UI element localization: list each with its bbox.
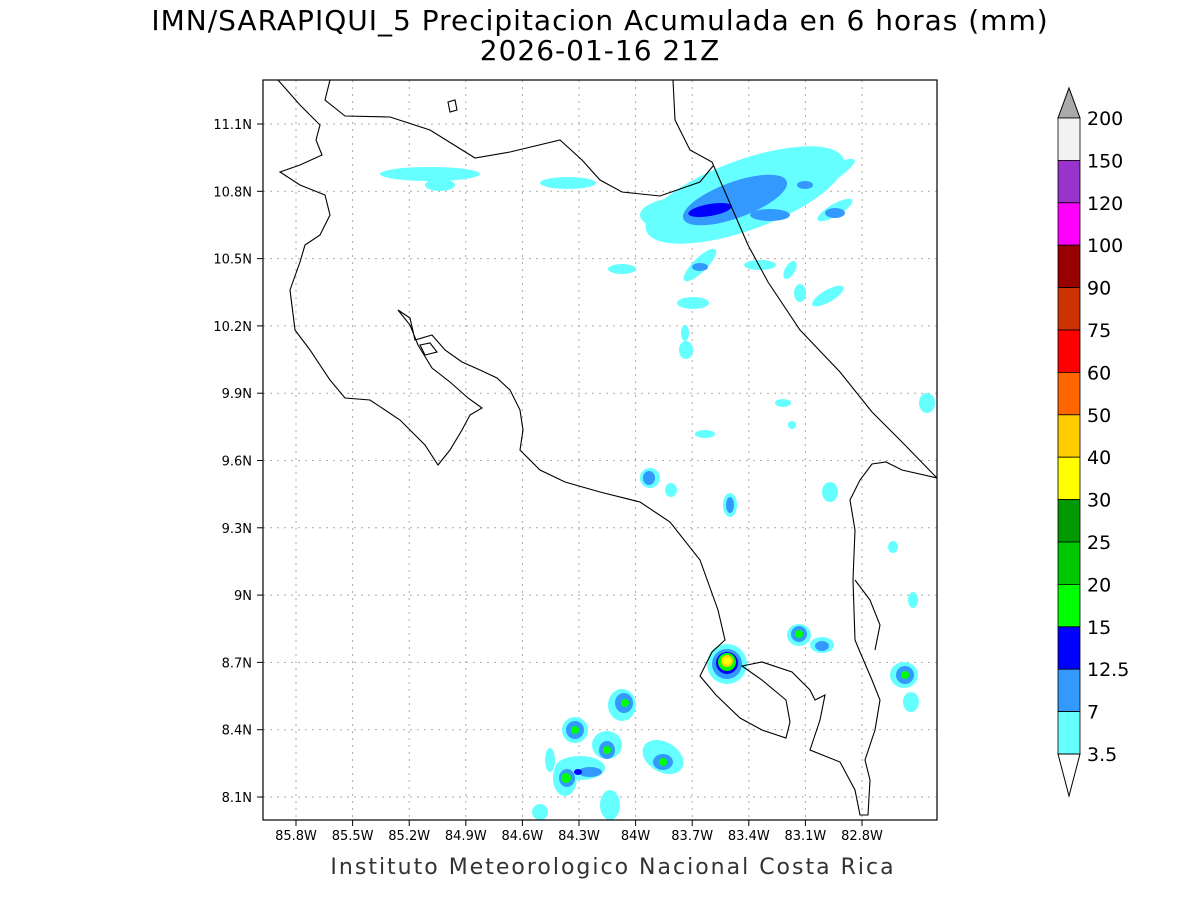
- lat-label: 9.9N: [222, 387, 252, 402]
- colorbar-swatch: [1057, 287, 1081, 331]
- colorbar-swatch: [1057, 202, 1081, 246]
- colorbar: 200 150 120 100 90 75 60 50 40 30 25 20 15 12.5 7 3.5: [1057, 86, 1129, 798]
- colorbar-swatch: [1057, 159, 1081, 204]
- colorbar-swatch: [1057, 244, 1081, 288]
- colorbar-over-arrow: [1057, 86, 1081, 119]
- lon-label: 84.6W: [501, 829, 543, 844]
- lat-label: 10.8N: [213, 185, 252, 200]
- colorbar-label: 120: [1087, 193, 1123, 215]
- colorbar-label: 12.5: [1087, 659, 1129, 681]
- lon-label: 83.1W: [784, 829, 826, 844]
- colorbar-swatch: [1057, 117, 1081, 161]
- colorbar-swatch: [1057, 668, 1081, 713]
- colorbar-label: 100: [1087, 235, 1123, 257]
- lon-label: 84.9W: [445, 829, 487, 844]
- colorbar-label: 60: [1087, 362, 1111, 384]
- colorbar-label: 3.5: [1087, 744, 1117, 766]
- colorbar-label: 20: [1087, 574, 1111, 596]
- colorbar-swatch: [1057, 414, 1081, 458]
- colorbar-swatch: [1057, 711, 1081, 755]
- coastlines: [277, 80, 937, 816]
- colorbar-swatch: [1057, 499, 1081, 543]
- lon-label: 84W: [621, 829, 651, 844]
- map-frame: [262, 79, 938, 821]
- lon-label: 82.8W: [841, 829, 883, 844]
- lon-label: 85.2W: [388, 829, 430, 844]
- colorbar-label: 50: [1087, 405, 1111, 427]
- colorbar-swatch: [1057, 584, 1081, 628]
- colorbar-swatch: [1057, 371, 1081, 416]
- lat-label: 10.5N: [213, 253, 252, 268]
- colorbar-label: 150: [1087, 150, 1123, 172]
- lon-label: 85.5W: [332, 829, 374, 844]
- lon-label: 83.4W: [728, 829, 770, 844]
- lat-label: 8.7N: [222, 656, 252, 671]
- latitude-labels: 11.1N 10.8N 10.5N 10.2N 9.9N 9.6N 9.3N 9N 8.7N 8.…: [213, 118, 252, 806]
- lon-label: 83.7W: [671, 829, 713, 844]
- lat-label: 10.2N: [213, 320, 252, 335]
- colorbar-swatch: [1057, 456, 1081, 501]
- lat-label: 9.3N: [222, 522, 252, 537]
- lat-label: 9.6N: [222, 455, 252, 470]
- colorbar-label: 30: [1087, 490, 1111, 512]
- colorbar-label: 15: [1087, 617, 1111, 639]
- footer-credit: Instituto Meteorologico Nacional Costa R…: [330, 855, 896, 880]
- lat-label: 9N: [234, 589, 252, 604]
- colorbar-swatch: [1057, 329, 1081, 373]
- lat-label: 11.1N: [213, 118, 252, 133]
- map-time: 2026-01-16 21Z: [479, 34, 721, 67]
- lon-label: 85.8W: [275, 829, 317, 844]
- colorbar-label: 25: [1087, 532, 1111, 554]
- precip-field: [380, 146, 935, 820]
- gridlines: [257, 80, 937, 826]
- colorbar-label: 200: [1087, 108, 1123, 130]
- colorbar-label: 7: [1087, 702, 1099, 724]
- colorbar-label: 90: [1087, 278, 1111, 300]
- map-title: IMN/SARAPIQUI_5 Precipitacion Acumulada …: [151, 4, 1049, 37]
- colorbar-label: 75: [1087, 320, 1111, 342]
- colorbar-swatch: [1057, 626, 1081, 670]
- colorbar-label: 40: [1087, 447, 1111, 469]
- colorbar-under-arrow: [1057, 753, 1081, 798]
- lat-label: 8.4N: [222, 724, 252, 739]
- colorbar-swatch: [1057, 541, 1081, 585]
- longitude-labels: 85.8W 85.5W 85.2W 84.9W 84.6W 84.3W 84W 83.7W 83…: [275, 829, 883, 844]
- lat-label: 8.1N: [222, 791, 252, 806]
- lon-label: 84.3W: [558, 829, 600, 844]
